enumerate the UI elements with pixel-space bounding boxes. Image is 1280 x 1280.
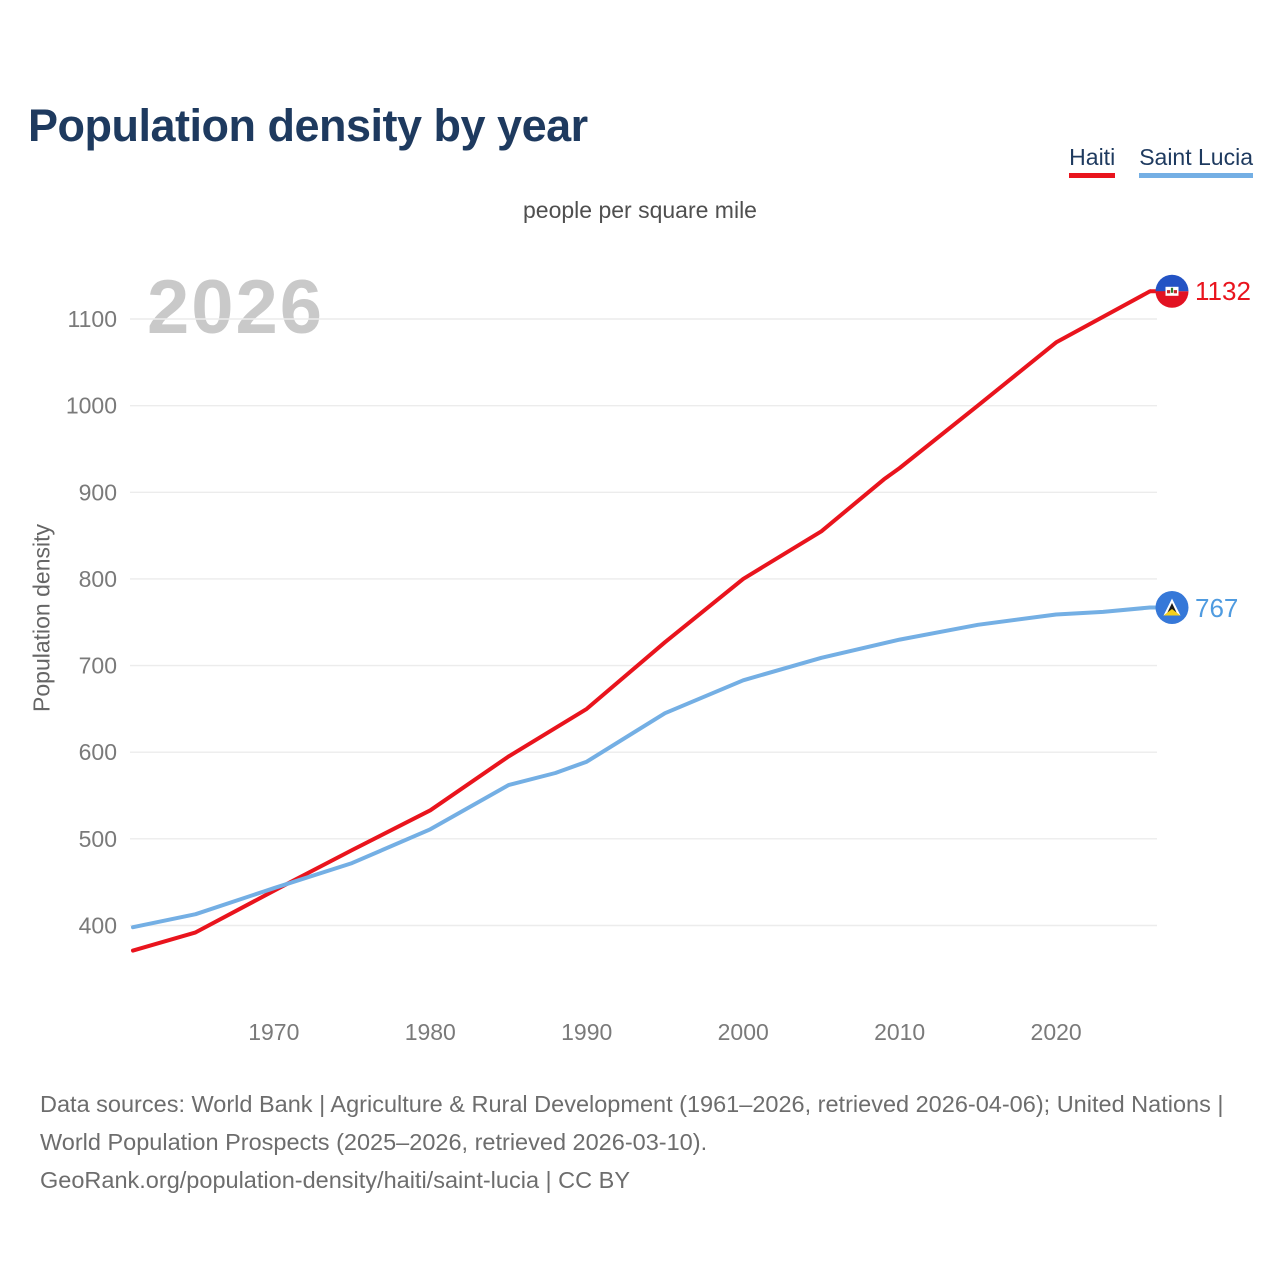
y-tick-label: 1100 bbox=[68, 306, 117, 332]
y-tick-label: 800 bbox=[79, 566, 117, 592]
x-tick-label: 1980 bbox=[405, 1019, 456, 1045]
x-tick-label: 2010 bbox=[874, 1019, 925, 1045]
x-tick-label: 1970 bbox=[248, 1019, 299, 1045]
y-tick-label: 500 bbox=[79, 826, 117, 852]
series-line-haiti bbox=[131, 289, 1152, 953]
y-tick-label: 1000 bbox=[66, 393, 117, 419]
chart-subtitle-units: people per square mile bbox=[523, 197, 757, 223]
saint-lucia-end-value-label: 767 bbox=[1195, 593, 1239, 623]
data-sources-text: Data sources: World Bank | Agriculture &… bbox=[40, 1091, 1224, 1155]
x-tick-label: 2000 bbox=[718, 1019, 769, 1045]
series-line-saint-lucia bbox=[131, 605, 1152, 930]
y-tick-label: 600 bbox=[79, 739, 117, 765]
legend-item-haiti[interactable]: Haiti bbox=[1069, 144, 1116, 179]
saint-lucia-flag-marker-icon bbox=[1155, 591, 1189, 624]
footer: Data sources: World Bank | Agriculture &… bbox=[40, 1085, 1245, 1199]
y-tick-label: 400 bbox=[79, 913, 117, 939]
legend: Haiti Saint Lucia bbox=[1069, 144, 1253, 179]
watermark-year: 2026 bbox=[147, 265, 325, 350]
haiti-end-value-label: 1132 bbox=[1195, 276, 1251, 306]
haiti-flag-marker-icon bbox=[1155, 274, 1189, 308]
x-tick-label: 2020 bbox=[1031, 1019, 1082, 1045]
y-tick-label: 700 bbox=[79, 653, 117, 679]
legend-item-saint-lucia[interactable]: Saint Lucia bbox=[1139, 144, 1253, 179]
x-tick-label: 1990 bbox=[561, 1019, 612, 1045]
y-tick-label: 900 bbox=[79, 479, 117, 505]
attribution-text: GeoRank.org/population-density/haiti/sai… bbox=[40, 1167, 630, 1193]
page-title: Population density by year bbox=[28, 100, 588, 152]
